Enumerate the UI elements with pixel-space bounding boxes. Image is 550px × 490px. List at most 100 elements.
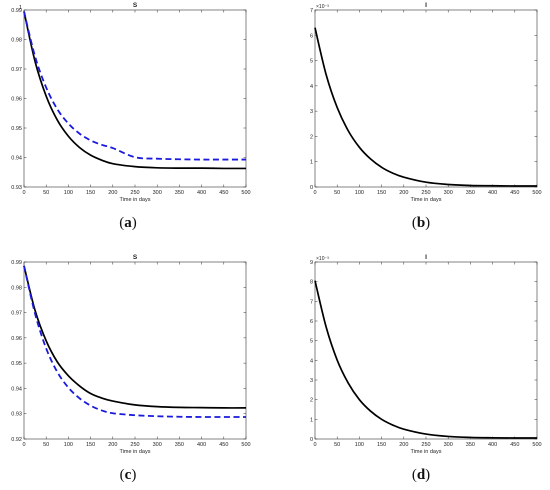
plot-frame-c	[23, 261, 247, 440]
y-tick-label-d-7: 7	[310, 299, 313, 305]
x-tick-label-c-450: 450	[219, 442, 228, 448]
series-line-d-solid	[314, 280, 538, 439]
x-tick-label-b-250: 250	[421, 190, 430, 196]
x-tick-label-d-200: 200	[399, 442, 408, 448]
chart-panel-c: 0 50 100 150 200 250 300 350 400 450 500 0.92 0.93 0.…	[11, 254, 250, 455]
x-tick-label-c-100: 100	[64, 442, 73, 448]
x-axis-label-d: Time in days	[411, 449, 442, 455]
x-tick-label-c-50: 50	[43, 442, 49, 448]
series-line-a-solid	[23, 11, 247, 170]
y-tick-label-b-2: 2	[310, 134, 313, 140]
x-tick-label-a-250: 250	[130, 190, 139, 196]
caption-d: (d)	[411, 467, 431, 483]
x-tick-label-d-300: 300	[444, 442, 453, 448]
y-tick-label-a-2: 0.95	[11, 126, 22, 132]
y-tick-label-a-3: 0.96	[11, 97, 22, 103]
y-tick-label-d-8: 8	[310, 280, 313, 286]
y-tick-label-b-0: 0	[310, 185, 313, 191]
plot-frame-b	[314, 9, 538, 188]
y-tick-label-c-7: 0.99	[11, 260, 22, 266]
x-tick-label-c-350: 350	[175, 442, 184, 448]
y-tick-label-d-9: 9	[310, 260, 313, 266]
x-tick-label-d-250: 250	[421, 442, 430, 448]
chart-panel-d: 0 50 100 150 200 250 300 350 400 450 500 0 1 2 3 4 5 6 7 8 9…	[310, 254, 542, 455]
series-line-a-dashed	[23, 11, 246, 161]
series-line-c-dashed	[23, 265, 246, 418]
series-line-c-solid	[23, 265, 247, 409]
y-tick-label-c-4: 0.96	[11, 336, 22, 342]
y-tick-label-c-5: 0.97	[11, 311, 22, 317]
x-tick-label-a-300: 300	[153, 190, 162, 196]
x-tick-label-b-100: 100	[355, 190, 364, 196]
x-tick-label-d-100: 100	[355, 442, 364, 448]
chart-title-d: I	[425, 254, 427, 261]
x-tick-label-b-0: 0	[313, 190, 316, 196]
plot-frame-d	[314, 261, 538, 440]
y-tick-label-a-4: 0.97	[11, 67, 22, 73]
x-axis-label-c: Time in days	[120, 449, 151, 455]
y-tick-label-c-6: 0.98	[11, 285, 22, 291]
x-tick-label-b-500: 500	[532, 190, 541, 196]
x-tick-label-c-200: 200	[108, 442, 117, 448]
x-tick-label-a-100: 100	[64, 190, 73, 196]
y-tick-label-c-3: 0.95	[11, 361, 22, 367]
x-tick-label-a-50: 50	[43, 190, 49, 196]
x-tick-label-c-0: 0	[22, 442, 25, 448]
y-tick-label-d-5: 5	[310, 339, 313, 345]
x-tick-label-a-150: 150	[86, 190, 95, 196]
y-tick-label-c-1: 0.93	[11, 412, 22, 418]
y-top-extra-label-a: 1	[19, 5, 22, 11]
x-tick-label-a-200: 200	[108, 190, 117, 196]
x-tick-label-b-350: 350	[466, 190, 475, 196]
y-tick-label-b-3: 3	[310, 109, 313, 115]
chart-panel-a: 0 50 100 150 200 250 300 350 400 450 500 0.93 0.94 0.…	[11, 2, 250, 203]
x-tick-label-d-450: 450	[510, 442, 519, 448]
x-tick-label-c-400: 400	[197, 442, 206, 448]
series-line-b-solid	[314, 27, 538, 187]
caption-a: (a)	[119, 215, 137, 231]
y-tick-label-b-4: 4	[310, 84, 313, 90]
x-tick-label-d-350: 350	[466, 442, 475, 448]
x-tick-label-a-400: 400	[197, 190, 206, 196]
y-tick-label-b-1: 1	[310, 160, 313, 166]
x-tick-label-a-0: 0	[22, 190, 25, 196]
y-tick-label-d-1: 1	[310, 417, 313, 423]
y-tick-label-a-0: 0.93	[11, 185, 22, 191]
x-tick-label-b-400: 400	[488, 190, 497, 196]
y-tick-label-d-0: 0	[310, 437, 313, 443]
x-tick-label-a-500: 500	[241, 190, 250, 196]
y-tick-label-b-7: 7	[310, 8, 313, 14]
x-tick-label-c-300: 300	[153, 442, 162, 448]
x-tick-label-d-50: 50	[334, 442, 340, 448]
plot-frame-a	[23, 9, 247, 188]
x-axis-label-b: Time in days	[411, 197, 442, 203]
y-exponent-label-d: ×10⁻³	[316, 256, 329, 262]
y-tick-label-c-2: 0.94	[11, 386, 22, 392]
x-tick-label-a-350: 350	[175, 190, 184, 196]
x-axis-label-a: Time in days	[120, 197, 151, 203]
caption-b: (b)	[411, 215, 431, 231]
chart-panel-b: 0 50 100 150 200 250 300 350 400 450 500 0 1 2 3 4 5 6 7×1…	[310, 2, 542, 203]
x-tick-label-d-150: 150	[377, 442, 386, 448]
chart-title-a: S	[133, 2, 138, 9]
x-tick-label-c-500: 500	[241, 442, 250, 448]
y-tick-label-d-6: 6	[310, 319, 313, 325]
y-tick-label-d-4: 4	[310, 358, 313, 364]
x-tick-label-c-150: 150	[86, 442, 95, 448]
x-tick-label-b-150: 150	[377, 190, 386, 196]
x-tick-label-d-0: 0	[313, 442, 316, 448]
y-tick-label-c-0: 0.92	[11, 437, 22, 443]
x-tick-label-d-500: 500	[532, 442, 541, 448]
y-exponent-label-b: ×10⁻³	[316, 4, 329, 10]
chart-title-b: I	[425, 2, 427, 9]
chart-title-c: S	[133, 254, 138, 261]
x-tick-label-b-300: 300	[444, 190, 453, 196]
x-tick-label-c-250: 250	[130, 442, 139, 448]
y-tick-label-a-6: 0.99	[11, 8, 22, 14]
y-tick-label-d-3: 3	[310, 378, 313, 384]
y-tick-label-b-5: 5	[310, 59, 313, 65]
x-tick-label-b-50: 50	[334, 190, 340, 196]
y-tick-label-a-5: 0.98	[11, 38, 22, 44]
y-tick-label-b-6: 6	[310, 33, 313, 39]
